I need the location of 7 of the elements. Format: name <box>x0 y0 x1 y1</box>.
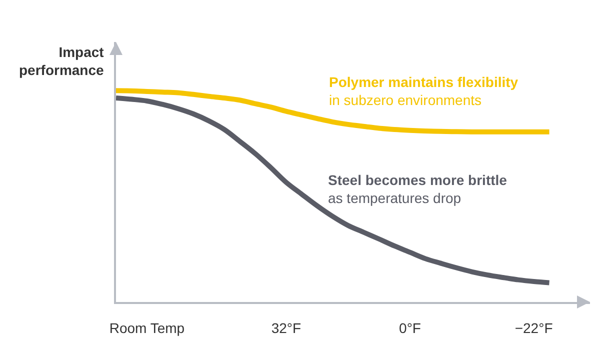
y-axis-title: Impact performance <box>19 44 104 78</box>
x-tick-label: −22°F <box>514 320 553 336</box>
x-tick-label: 0°F <box>399 320 421 336</box>
x-tick-label: Room Temp <box>109 320 185 336</box>
annotation: Polymer maintains flexibility in subzero environments <box>329 74 518 108</box>
annotation: Steel becomes more brittle as temperatures drop <box>328 172 508 206</box>
x-tick-label: 32°F <box>271 320 302 336</box>
